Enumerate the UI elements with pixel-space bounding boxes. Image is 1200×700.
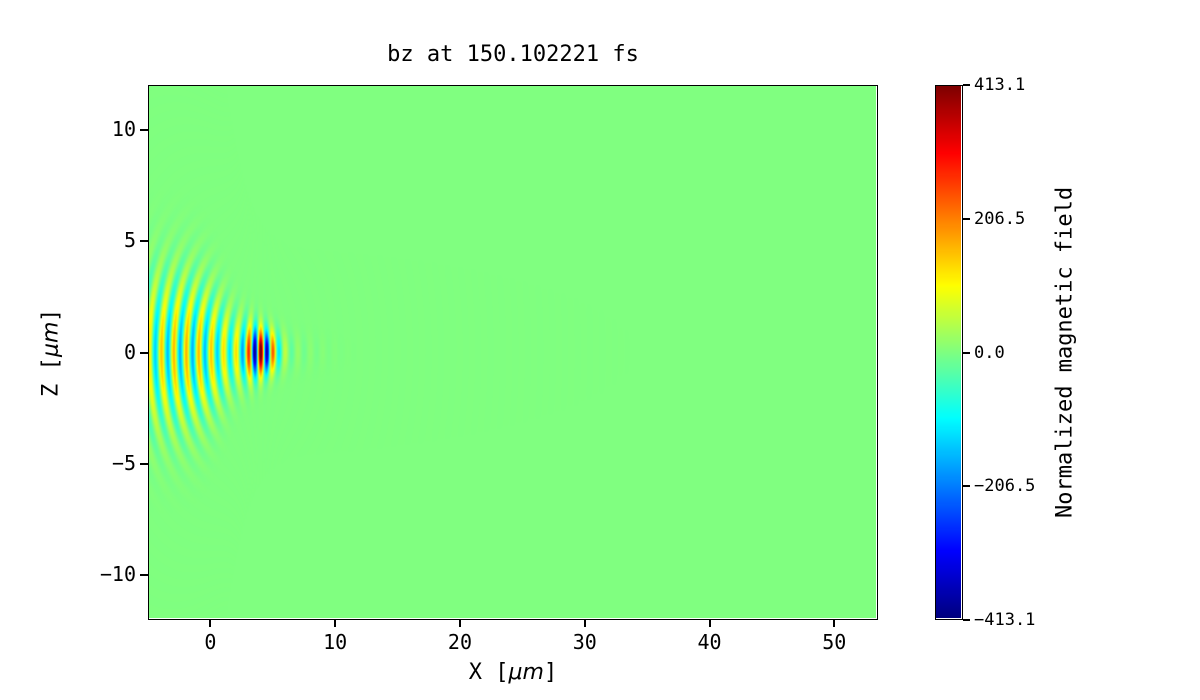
y-tick-label: 5 xyxy=(123,228,136,253)
y-tick-label: 10 xyxy=(111,116,136,141)
colorbar-tick-label: 0.0 xyxy=(974,342,1005,363)
colorbar-tick-mark xyxy=(963,217,970,220)
x-tick-label: 10 xyxy=(323,630,348,654)
x-axis-label-suffix: ] xyxy=(543,660,558,685)
x-tick-label: 0 xyxy=(204,630,217,654)
x-tick-label: 20 xyxy=(447,630,472,654)
colorbar-tick-label: −413.1 xyxy=(974,610,1036,630)
y-axis-label-suffix: ] xyxy=(38,308,64,322)
colorbar-tick-mark xyxy=(963,619,970,621)
y-tick-mark xyxy=(140,240,148,243)
y-tick-mark xyxy=(140,128,148,131)
x-tick-label: 30 xyxy=(572,630,597,654)
x-tick-mark xyxy=(209,620,212,627)
y-tick-label: −5 xyxy=(111,450,136,475)
colorbar-canvas xyxy=(936,86,961,618)
colorbar xyxy=(935,85,963,620)
y-tick-mark xyxy=(140,462,148,465)
x-axis-label: X [μm] xyxy=(148,660,878,685)
x-tick-mark xyxy=(458,620,461,627)
colorbar-tick-label: −206.5 xyxy=(974,476,1036,497)
x-axis-label-prefix: X [ xyxy=(468,660,509,685)
plot-title: bz at 150.102221 fs xyxy=(387,42,639,67)
colorbar-tick-label: 206.5 xyxy=(974,208,1026,229)
x-tick-mark xyxy=(583,620,586,627)
colorbar-tick-mark xyxy=(963,84,970,86)
y-tick-mark xyxy=(140,574,148,577)
colorbar-label: Normalized magnetic field xyxy=(1052,186,1078,519)
colorbar-tick-label: 413.1 xyxy=(974,75,1026,95)
x-tick-label: 40 xyxy=(697,630,722,654)
x-tick-mark xyxy=(833,620,836,627)
colorbar-tick-mark xyxy=(963,351,970,354)
x-tick-mark xyxy=(708,620,711,627)
x-tick-mark xyxy=(334,620,337,627)
heatmap-canvas xyxy=(149,86,876,618)
colorbar-tick-mark xyxy=(963,485,970,488)
x-tick-label: 50 xyxy=(822,630,847,654)
plot-area xyxy=(148,85,878,620)
y-tick-label: −10 xyxy=(99,562,136,587)
y-tick-label: 0 xyxy=(123,339,136,364)
x-axis-label-units: μm xyxy=(508,660,544,685)
y-tick-mark xyxy=(140,351,148,354)
